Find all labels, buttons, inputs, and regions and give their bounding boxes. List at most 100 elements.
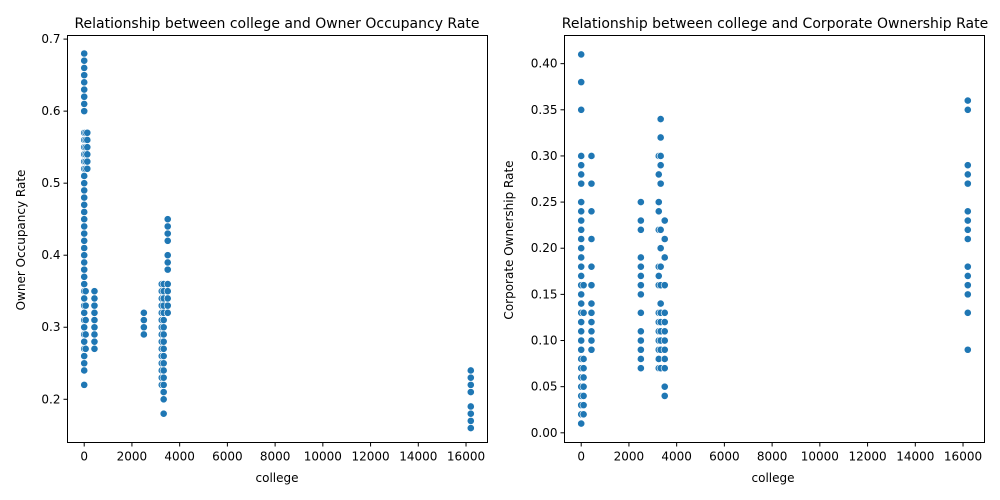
scatter-point (577, 318, 586, 326)
scatter-point (80, 222, 89, 231)
x-tick-label: 2000 (614, 450, 645, 464)
scatter-point (660, 253, 669, 262)
scatter-point (654, 170, 663, 179)
scatter-point (83, 143, 92, 152)
scatter-point (90, 337, 99, 346)
scatter-point (159, 373, 168, 382)
scatter-point (636, 290, 645, 299)
scatter-point (654, 272, 663, 280)
scatter-point (579, 391, 588, 400)
y-tick-label: 0.5 (41, 176, 60, 190)
scatter-point (80, 100, 89, 108)
scatter-point (579, 401, 588, 410)
scatter-point (90, 316, 99, 324)
scatter-point (90, 301, 99, 310)
scatter-point (660, 345, 669, 354)
x-tick-label: 6000 (709, 450, 740, 464)
scatter-point (963, 179, 972, 188)
scatter-point (636, 308, 645, 317)
scatter-point (159, 409, 168, 418)
scatter-point (577, 105, 586, 114)
y-tick-label: 0.25 (531, 195, 558, 209)
scatter-point (80, 78, 89, 87)
scatter-point (963, 225, 972, 234)
chart-title: Relationship between college and Corpora… (562, 16, 988, 32)
scatter-point (159, 395, 168, 404)
scatter-point (159, 380, 168, 389)
scatter-point (636, 216, 645, 225)
y-tick-label: 0.7 (41, 32, 60, 46)
scatter-point (163, 265, 172, 274)
axis-ticks: 0 2000 4000 6000 8000 10000 12000 14000 16000 0.2… (41, 32, 485, 463)
scatter-points (577, 50, 972, 428)
scatter-point (139, 316, 148, 324)
scatter-point (577, 253, 586, 262)
scatter-point (80, 200, 89, 209)
scatter-point (577, 152, 586, 160)
scatter-point (83, 157, 92, 166)
scatter-point (636, 355, 645, 363)
scatter-point (654, 207, 663, 216)
scatter-point (466, 373, 475, 382)
x-tick-label: 12000 (351, 450, 389, 464)
scatter-point (963, 235, 972, 243)
scatter-point (656, 244, 665, 253)
scatter-point (83, 150, 92, 159)
corporate-ownership-chart: Relationship between college and Corpora… (502, 16, 988, 485)
x-tick-label: 16000 (447, 450, 485, 464)
scatter-point (139, 308, 148, 317)
scatter-point (80, 359, 89, 368)
y-tick-label: 0.00 (531, 426, 558, 440)
scatter-point (579, 373, 588, 382)
scatter-point (90, 308, 99, 317)
y-tick-label: 0.10 (531, 334, 558, 348)
scatter-point (587, 235, 596, 243)
scatter-point (577, 207, 586, 216)
scatter-point (579, 281, 588, 290)
scatter-point (636, 225, 645, 234)
scatter-point (577, 179, 586, 188)
y-tick-label: 0.40 (531, 57, 558, 71)
x-axis-label: college (256, 471, 299, 485)
scatter-point (963, 216, 972, 225)
scatter-point (636, 336, 645, 345)
y-axis-label: Owner Occupancy Rate (14, 170, 28, 311)
scatter-point (90, 287, 99, 296)
y-tick-label: 0.20 (531, 241, 558, 255)
scatter-point (159, 316, 168, 324)
scatter-point (163, 251, 172, 260)
scatter-point (587, 179, 596, 188)
y-tick-label: 0.30 (531, 149, 558, 163)
scatter-point (587, 262, 596, 271)
scatter-point (466, 424, 475, 432)
scatter-point (636, 198, 645, 206)
scatter-point (80, 294, 89, 303)
scatter-point (963, 262, 972, 271)
scatter-point (80, 236, 89, 245)
scatter-point (80, 251, 89, 260)
scatter-point (660, 318, 669, 326)
scatter-point (963, 345, 972, 354)
scatter-point (587, 318, 596, 326)
scatter-point (159, 344, 168, 353)
scatter-point (656, 179, 665, 188)
scatter-points (80, 49, 475, 432)
scatter-point (90, 344, 99, 353)
scatter-point (80, 380, 89, 389)
scatter-point (163, 287, 172, 296)
scatter-point (80, 92, 89, 101)
scatter-point (577, 78, 586, 87)
scatter-point (163, 222, 172, 231)
x-tick-label: 4000 (661, 450, 692, 464)
scatter-point (80, 208, 89, 216)
axis-ticks: 0 2000 4000 6000 8000 10000 12000 14000 16000 0.0… (531, 57, 982, 464)
scatter-point (80, 172, 89, 180)
scatter-point (577, 290, 586, 299)
x-tick-label: 12000 (848, 450, 886, 464)
owner-occupancy-chart: Relationship between college and Owner O… (14, 16, 488, 485)
scatter-point (80, 49, 89, 58)
scatter-point (163, 215, 172, 224)
scatter-point (577, 161, 586, 170)
scatter-point (579, 355, 588, 363)
x-tick-label: 10000 (801, 450, 839, 464)
